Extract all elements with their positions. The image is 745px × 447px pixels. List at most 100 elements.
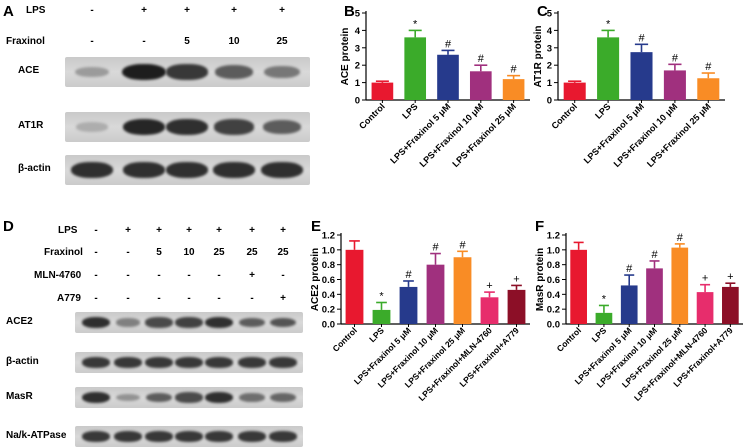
- protein-band: [204, 431, 234, 442]
- treatment-mark: +: [125, 225, 131, 236]
- y-tick-label: 1: [547, 78, 553, 89]
- bar: [437, 54, 459, 100]
- treatment-row-label: MLN-4760: [34, 270, 82, 281]
- protein-band: [263, 65, 301, 79]
- y-tick-label: 0.0: [322, 320, 335, 331]
- significance-mark: *: [379, 290, 384, 302]
- bar: [404, 37, 427, 100]
- significance-mark: #: [638, 32, 645, 44]
- treatment-mark: 10: [183, 247, 195, 258]
- treatment-mark: +: [186, 225, 192, 236]
- treatment-mark: 5: [184, 36, 190, 47]
- y-tick-label: 3: [355, 43, 360, 54]
- protein-band: [81, 431, 111, 442]
- significance-mark: +: [513, 273, 519, 285]
- significance-mark: +: [486, 280, 492, 292]
- y-tick-label: 0.8: [322, 260, 335, 271]
- x-category-label: LPS+Fraxinol 5 μM: [582, 101, 646, 165]
- bar: [480, 297, 499, 324]
- x-category-label: Control: [357, 101, 387, 131]
- protein-band: [212, 161, 255, 179]
- blot-band-label: β-actin: [6, 355, 39, 367]
- blot-band-label: ACE: [18, 65, 40, 76]
- protein-band: [174, 357, 204, 368]
- protein-band: [214, 65, 254, 79]
- treatment-mark: +: [280, 293, 286, 304]
- panel-label-a: A: [3, 3, 14, 20]
- bar: [697, 78, 720, 100]
- treatment-mark: -: [94, 270, 98, 281]
- significance-mark: #: [459, 239, 466, 251]
- treatment-mark: -: [157, 270, 161, 281]
- treatment-mark: -: [126, 270, 130, 281]
- treatment-mark: -: [126, 247, 130, 258]
- protein-band: [70, 161, 113, 179]
- protein-band: [113, 431, 143, 442]
- bar: [620, 285, 638, 324]
- treatment-mark: 25: [213, 247, 225, 258]
- protein-band: [237, 357, 267, 368]
- treatment-mark: -: [217, 270, 221, 281]
- treatment-mark: +: [231, 5, 237, 16]
- protein-band: [144, 357, 174, 368]
- bar: [570, 249, 587, 324]
- y-tick-label: 4: [355, 26, 361, 37]
- protein-band: [213, 119, 255, 135]
- bar: [345, 249, 364, 324]
- panel-label-f: F: [535, 218, 545, 235]
- chart-b-ace-protein: ACE protein 0 1 2 3 4 5 Control * LPS # LPS+Fraxino…: [340, 9, 530, 169]
- bar: [469, 71, 492, 100]
- treatment-mark: -: [157, 293, 161, 304]
- y-axis-label: ACE2 protein: [310, 248, 321, 311]
- y-tick-label: 1.2: [322, 231, 335, 242]
- protein-band: [268, 357, 298, 368]
- treatment-row-label: A779: [57, 293, 81, 304]
- protein-band: [122, 63, 166, 81]
- x-category-label: LPS: [593, 101, 612, 120]
- bar: [453, 257, 472, 324]
- y-tick-label: 0.2: [547, 305, 560, 316]
- bar: [426, 264, 445, 324]
- protein-band: [175, 392, 203, 403]
- protein-band: [145, 317, 173, 328]
- y-tick-label: 0.2: [322, 305, 335, 316]
- protein-band: [269, 317, 297, 328]
- blot-band-label: ACE2: [6, 315, 33, 327]
- bar: [563, 82, 586, 100]
- treatment-mark: 5: [156, 247, 162, 258]
- treatment-mark: +: [184, 5, 190, 16]
- y-tick-label: 0.6: [322, 275, 335, 286]
- treatment-mark: +: [279, 5, 285, 16]
- y-tick-label: 5: [355, 9, 361, 20]
- blot-strip: [65, 112, 310, 142]
- x-category-label: LPS: [400, 101, 419, 120]
- treatment-mark: +: [249, 270, 255, 281]
- treatment-mark: -: [250, 293, 254, 304]
- protein-band: [165, 118, 208, 136]
- x-category-label: Control: [549, 101, 579, 131]
- bar: [663, 70, 686, 100]
- significance-mark: #: [511, 64, 518, 76]
- treatment-mark: -: [94, 293, 98, 304]
- treatment-mark: -: [90, 36, 94, 47]
- y-tick-label: 4: [547, 26, 553, 37]
- significance-mark: #: [478, 53, 485, 65]
- treatment-mark: -: [94, 225, 98, 236]
- bar: [646, 268, 663, 324]
- y-axis-label: AT1R protein: [533, 25, 544, 87]
- treatment-mark: -: [94, 247, 98, 258]
- protein-band: [239, 392, 265, 402]
- protein-band: [238, 317, 266, 328]
- protein-band: [81, 391, 111, 404]
- protein-band: [145, 392, 173, 403]
- protein-band: [260, 161, 303, 179]
- significance-mark: *: [606, 18, 611, 30]
- panel-label-d: D: [3, 218, 14, 235]
- blot-band-label: AT1R: [18, 120, 44, 131]
- treatment-mark: -: [217, 293, 221, 304]
- protein-band: [166, 64, 208, 80]
- protein-band: [204, 316, 234, 329]
- blot-band-label: MasR: [6, 390, 33, 402]
- western-blot-top: LPS - + + + + Fraxinol - - 5 10 25 ACE AT1R β-actin: [0, 0, 320, 200]
